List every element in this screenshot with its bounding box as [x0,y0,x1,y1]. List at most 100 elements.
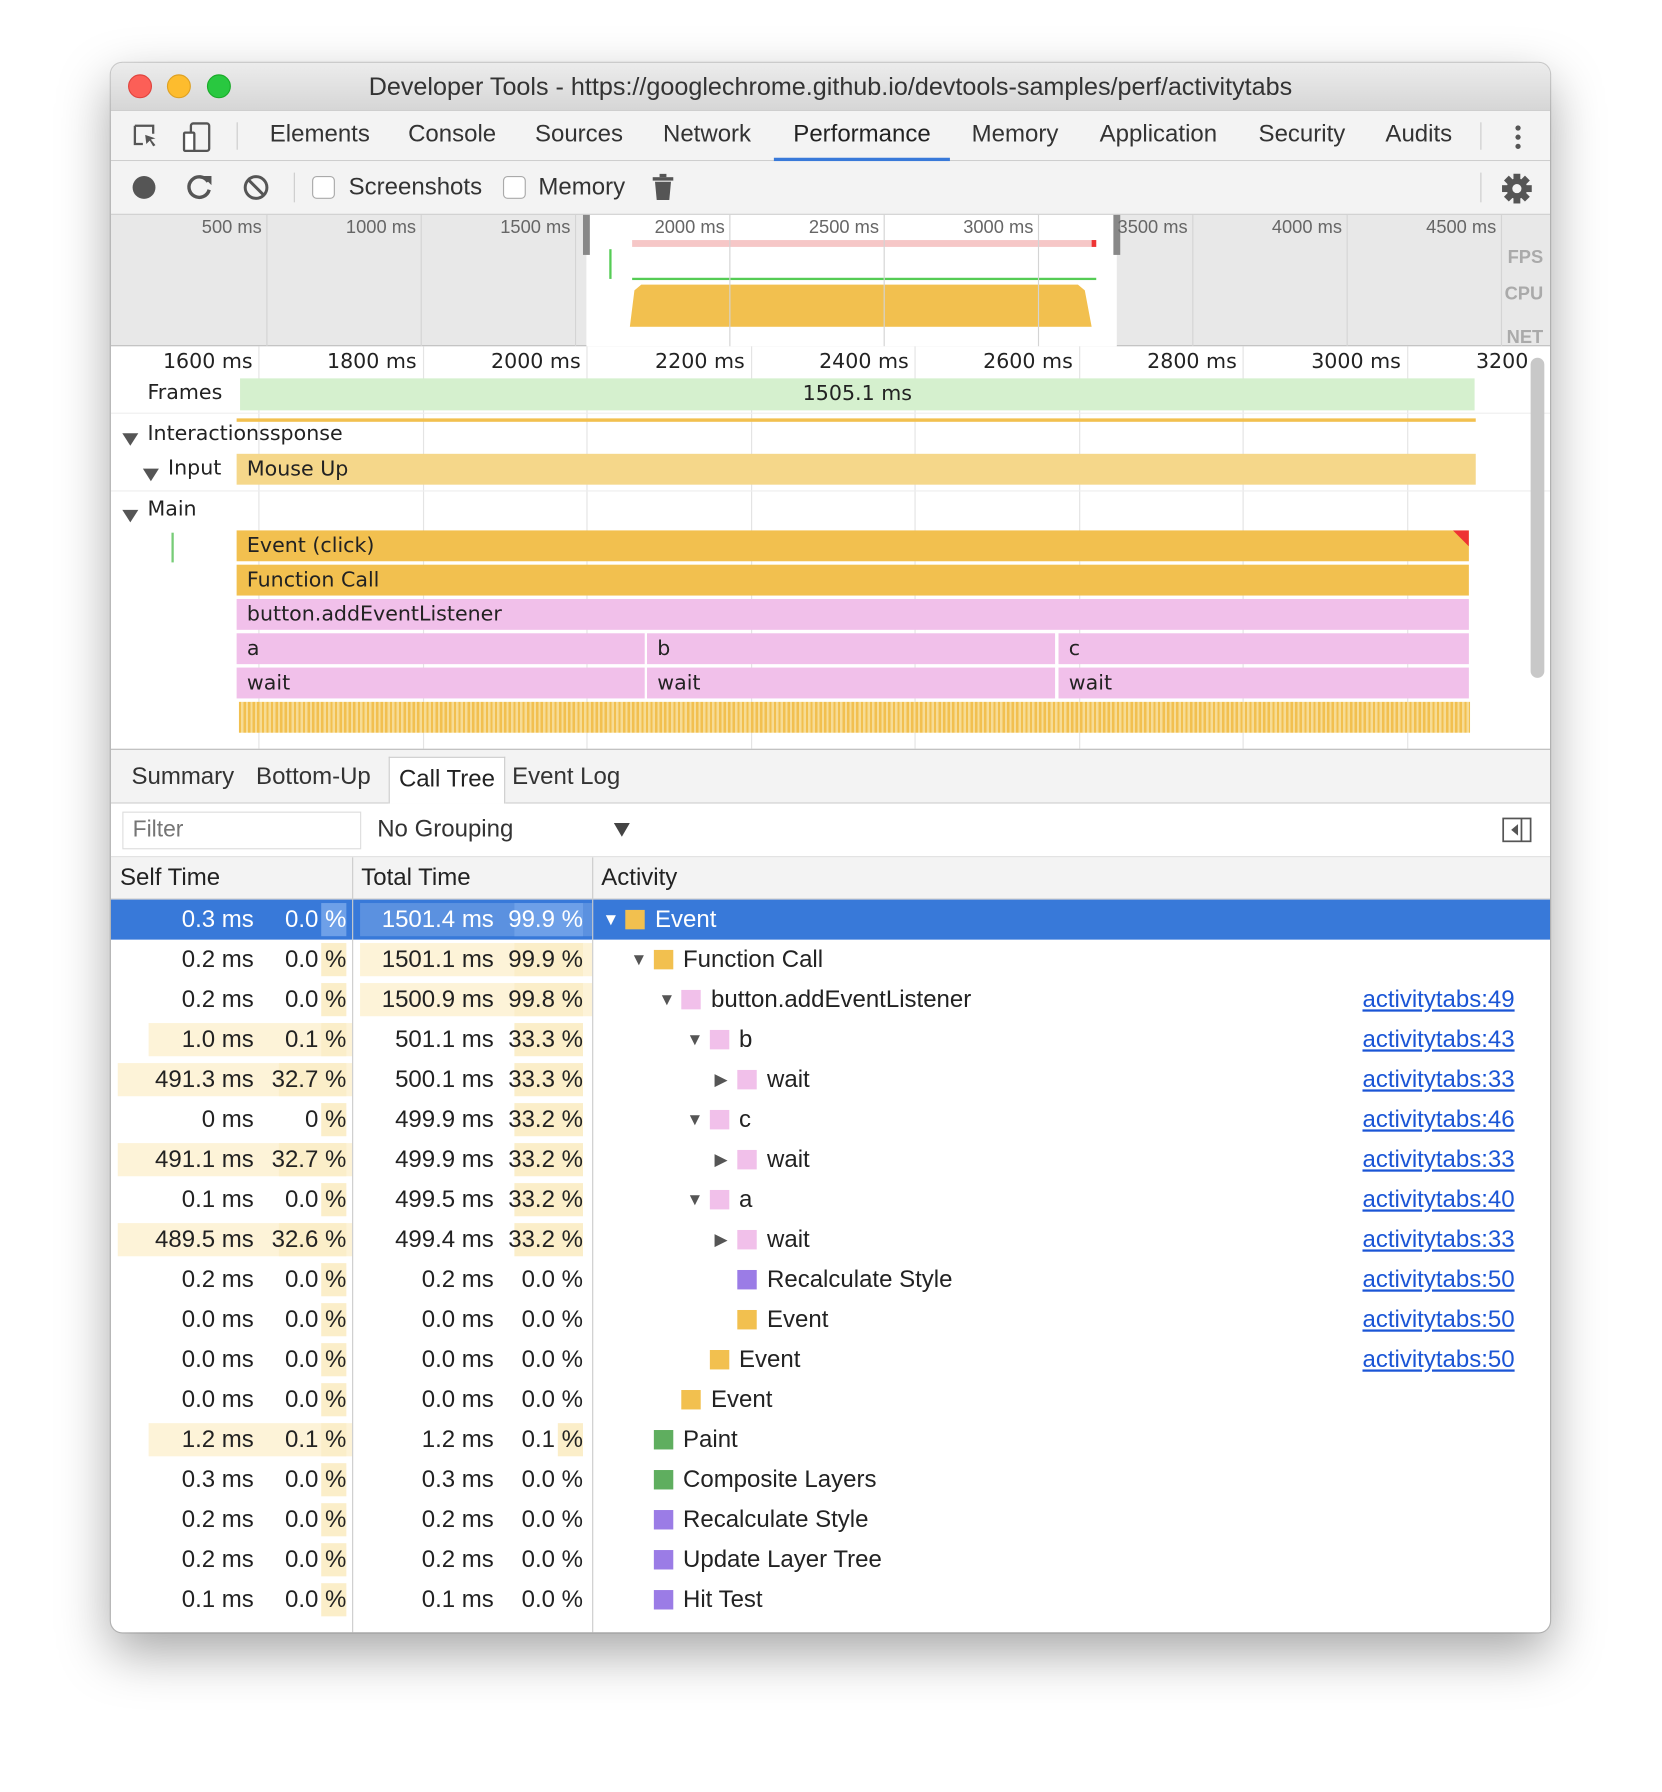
tab-call-tree[interactable]: Call Tree [388,756,506,804]
call-tree-row[interactable]: 1.2 ms 0.1 % 1.2 ms 0.1 % Paint [111,1420,1550,1460]
activity-name: Event [767,1306,829,1333]
wait-b-bar[interactable]: wait [646,667,1056,699]
expand-arrow-down-icon[interactable]: ▼ [602,909,620,930]
selection-handle-left[interactable] [582,214,590,255]
input-expand-arrow[interactable] [142,464,159,486]
tab-console[interactable]: Console [408,121,497,148]
self-time-header[interactable]: Self Time [120,864,221,891]
total-time-percent: 0.0 % [521,1386,583,1413]
expand-arrow-right-icon[interactable]: ▶ [714,1229,728,1250]
cpu-label: CPU [1504,284,1544,305]
selection-handle-right[interactable] [1113,214,1121,255]
wait-a-bar[interactable]: wait [236,667,645,699]
tab-elements[interactable]: Elements [269,121,370,148]
timeline-overview[interactable]: 500 ms 1000 ms 1500 ms 2000 ms 2500 ms 3000 m… [110,214,1551,348]
source-link[interactable]: activitytabs:50 [1362,1266,1515,1293]
maximize-window-button[interactable] [206,74,231,99]
interactions-expand-arrow[interactable] [122,429,139,451]
expand-arrow-right-icon[interactable]: ▶ [714,1149,728,1170]
reload-record-icon[interactable] [186,174,213,201]
frame-bar[interactable]: 1505.1 ms [240,378,1475,411]
time-ruler-label: 3200 [1475,349,1529,374]
tab-sources[interactable]: Sources [534,121,624,148]
call-tree-row[interactable]: 0.3 ms 0.0 % 0.3 ms 0.0 % Composite Layers [111,1460,1550,1500]
call-tree-row[interactable]: 0.0 ms 0.0 % 0.0 ms 0.0 % Event [111,1380,1550,1420]
call-tree-row[interactable]: 0.2 ms 0.0 % 0.2 ms 0.0 % Recalculate Style a… [111,1260,1550,1300]
call-tree-row[interactable]: 0.3 ms 0.0 % 1501.4 ms 99.9 % ▼ Event [110,899,1551,940]
call-tree-row[interactable]: 489.5 ms 32.6 % 499.4 ms 33.2 % ▶ wait activit… [111,1220,1550,1260]
expand-arrow-down-icon[interactable]: ▼ [658,989,676,1010]
source-link[interactable]: activitytabs:33 [1362,1146,1515,1173]
tab-security[interactable]: Security [1258,121,1346,148]
function-call-bar[interactable]: Function Call [236,564,1469,596]
source-link[interactable]: activitytabs:49 [1362,986,1515,1013]
overview-tick-label: 4000 ms [1271,218,1342,238]
mouse-up-bar[interactable]: Mouse Up [236,453,1476,485]
self-percent-bar [321,1103,347,1137]
tab-memory[interactable]: Memory [971,121,1059,148]
call-tree-row[interactable]: 0.2 ms 0.0 % 1500.9 ms 99.8 % ▼ button.addEve… [111,980,1550,1020]
close-window-button[interactable] [128,74,153,99]
clear-icon[interactable] [242,174,269,201]
call-tree-row[interactable]: 491.1 ms 32.7 % 499.9 ms 33.2 % ▶ wait activit… [111,1140,1550,1180]
expand-arrow-down-icon[interactable]: ▼ [686,1029,704,1050]
call-tree-row[interactable]: 491.3 ms 32.7 % 500.1 ms 33.3 % ▶ wait activit… [111,1060,1550,1100]
more-options-icon[interactable] [1511,122,1525,152]
tab-audits[interactable]: Audits [1385,121,1453,148]
toggle-sidebar-icon[interactable] [1502,817,1532,843]
screenshots-checkbox[interactable] [312,176,335,199]
overview-gridline [729,214,731,347]
tab-summary[interactable]: Summary [131,763,235,790]
total-percent-bar [514,1063,583,1097]
tab-performance[interactable]: Performance [773,111,951,162]
call-tree-row[interactable]: 0.0 ms 0.0 % 0.0 ms 0.0 % Event activitytabs:… [111,1300,1550,1340]
call-tree-row[interactable]: 0.1 ms 0.0 % 0.1 ms 0.0 % Hit Test [111,1580,1550,1620]
call-tree-row[interactable]: 0.2 ms 0.0 % 0.2 ms 0.0 % Recalculate Style [111,1500,1550,1540]
source-link[interactable]: activitytabs:50 [1362,1346,1515,1373]
grouping-select[interactable]: No Grouping [377,804,634,858]
call-tree-row[interactable]: 0.0 ms 0.0 % 0.0 ms 0.0 % Event activitytabs:… [111,1340,1550,1380]
self-time-percent: 0.0 % [284,1346,347,1373]
source-link[interactable]: activitytabs:50 [1362,1306,1515,1333]
record-icon[interactable] [131,175,156,200]
add-event-listener-bar[interactable]: button.addEventListener [236,598,1469,630]
flame-scrollbar[interactable] [1530,357,1545,678]
settings-gear-icon[interactable] [1501,173,1533,205]
call-tree-row[interactable]: 0 ms 0 % 499.9 ms 33.2 % ▼ c activitytabs:46 [111,1100,1550,1140]
filter-input[interactable] [122,811,362,850]
call-tree-row[interactable]: 0.1 ms 0.0 % 499.5 ms 33.2 % ▼ a activitytabs:… [111,1180,1550,1220]
tab-event-log[interactable]: Event Log [512,763,621,790]
tab-bottom-up[interactable]: Bottom-Up [256,763,371,790]
wait-c-bar[interactable]: wait [1058,667,1469,699]
overview-selection-window[interactable] [585,214,1117,347]
minimize-window-button[interactable] [166,74,191,99]
call-tree-row[interactable]: 0.2 ms 0.0 % 1501.1 ms 99.9 % ▼ Function Call [111,940,1550,980]
source-link[interactable]: activitytabs:43 [1362,1026,1515,1053]
inspect-element-icon[interactable] [131,122,161,152]
main-expand-arrow[interactable] [122,505,139,527]
function-c-bar[interactable]: c [1058,633,1469,665]
expand-arrow-down-icon[interactable]: ▼ [630,949,648,970]
tab-network[interactable]: Network [662,121,752,148]
self-time-value: 491.3 ms [155,1066,254,1093]
call-tree-row[interactable]: 1.0 ms 0.1 % 501.1 ms 33.3 % ▼ b activitytabs:… [111,1020,1550,1060]
call-tree-row[interactable]: 0.2 ms 0.0 % 0.2 ms 0.0 % Update Layer Tree [111,1540,1550,1580]
expand-arrow-down-icon[interactable]: ▼ [686,1189,704,1210]
expand-arrow-down-icon[interactable]: ▼ [686,1109,704,1130]
memory-checkbox[interactable] [502,176,526,199]
trash-icon[interactable] [652,173,675,201]
function-a-bar[interactable]: a [236,633,645,665]
flame-chart[interactable]: 1600 ms 1800 ms 2000 ms 2200 ms 2400 ms 2600 … [110,346,1551,749]
activity-header[interactable]: Activity [601,864,678,891]
event-click-bar[interactable]: Event (click) [236,530,1469,562]
source-link[interactable]: activitytabs:40 [1362,1186,1515,1213]
tab-application[interactable]: Application [1099,121,1218,148]
expand-arrow-right-icon[interactable]: ▶ [714,1069,728,1090]
total-time-header[interactable]: Total Time [361,864,471,891]
divider [1480,122,1482,150]
source-link[interactable]: activitytabs:46 [1362,1106,1515,1133]
source-link[interactable]: activitytabs:33 [1362,1226,1515,1253]
device-toolbar-icon[interactable] [182,121,214,153]
source-link[interactable]: activitytabs:33 [1362,1066,1515,1093]
function-b-bar[interactable]: b [646,633,1056,665]
